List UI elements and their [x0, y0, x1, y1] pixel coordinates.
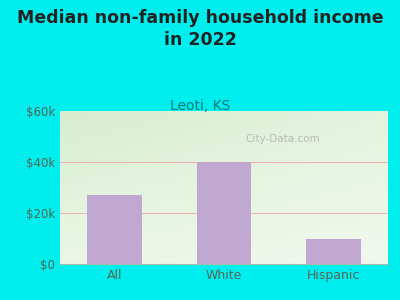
- Bar: [87, 195, 142, 264]
- Text: Leoti, KS: Leoti, KS: [170, 99, 230, 113]
- Bar: [197, 162, 251, 264]
- Text: City-Data.com: City-Data.com: [246, 134, 320, 143]
- Text: Median non-family household income
in 2022: Median non-family household income in 20…: [17, 9, 383, 49]
- Bar: [306, 238, 361, 264]
